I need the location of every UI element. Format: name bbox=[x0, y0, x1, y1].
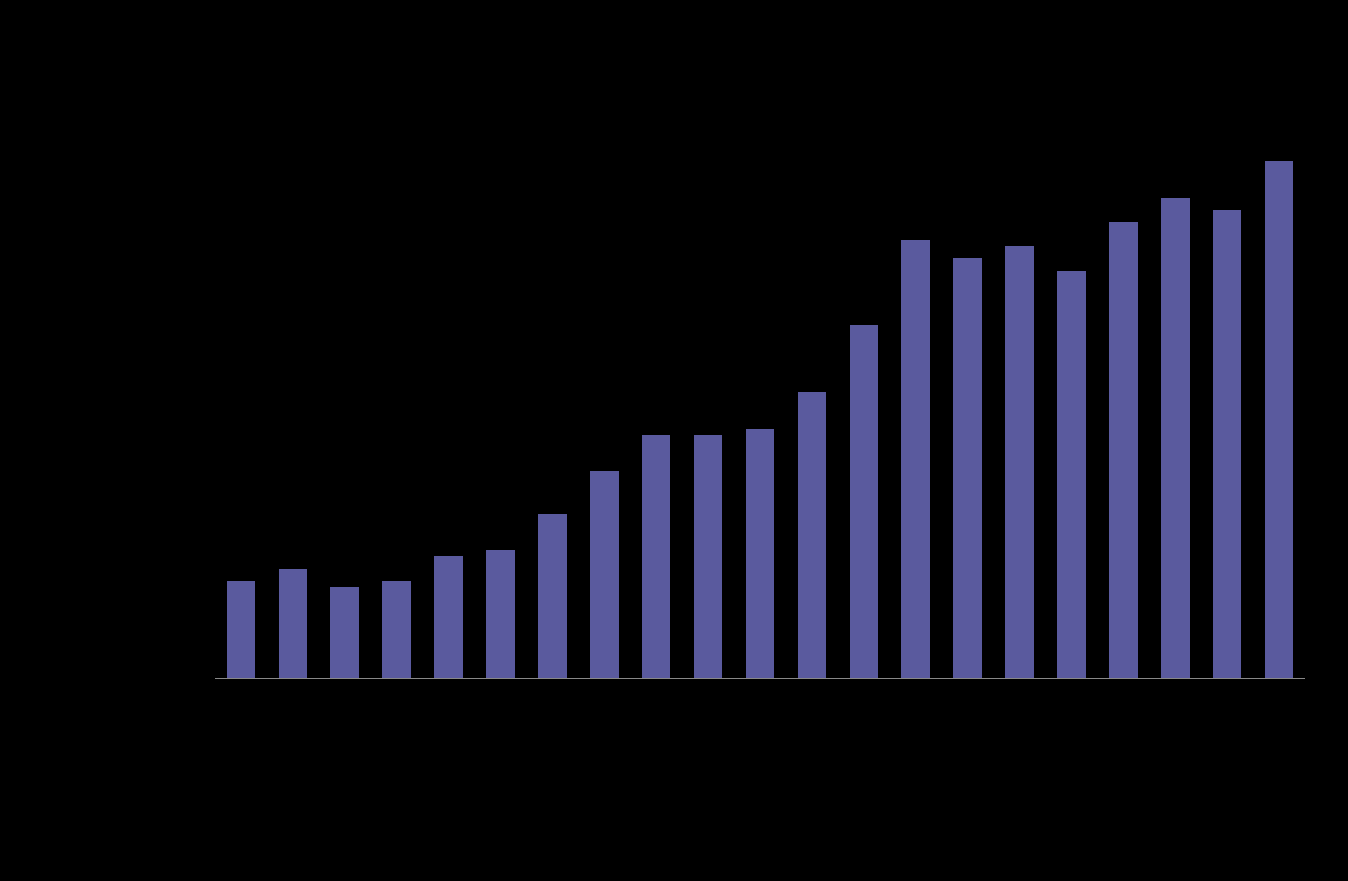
bar bbox=[590, 471, 619, 678]
bar bbox=[1213, 210, 1242, 678]
bar bbox=[227, 581, 256, 678]
bar bbox=[694, 435, 723, 678]
bar bbox=[1161, 198, 1190, 678]
bar bbox=[850, 325, 879, 678]
bar bbox=[1265, 161, 1294, 678]
bar bbox=[901, 240, 930, 678]
bar bbox=[798, 392, 827, 678]
bar bbox=[330, 587, 359, 678]
bar bbox=[746, 429, 775, 678]
bar bbox=[279, 569, 308, 678]
bar bbox=[434, 556, 463, 678]
bar bbox=[1005, 246, 1034, 678]
plot-area bbox=[215, 70, 1305, 679]
bar bbox=[382, 581, 411, 678]
bar bbox=[642, 435, 671, 678]
bar bbox=[486, 550, 515, 678]
bar bbox=[1057, 271, 1086, 678]
bar bbox=[538, 514, 567, 678]
bar bbox=[1109, 222, 1138, 678]
bar bbox=[953, 258, 982, 678]
